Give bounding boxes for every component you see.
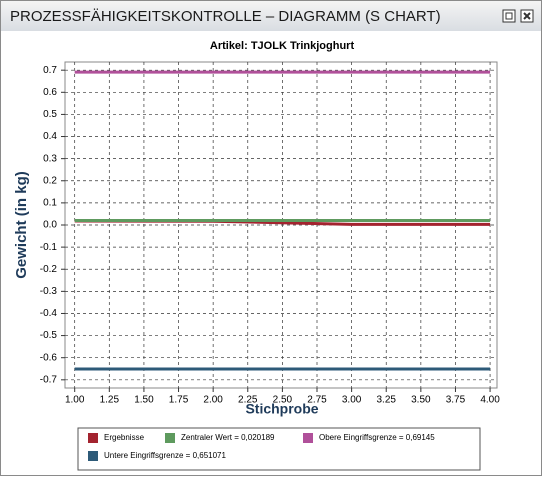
x-tick-label: 1.25 [100,395,120,406]
y-tick-label: 0.1 [43,198,57,209]
restore-button[interactable] [502,9,516,23]
close-button[interactable] [520,9,534,23]
y-tick-label: 0.6 [43,87,57,98]
y-axis-label: Gewicht (in kg) [13,171,30,279]
y-tick-label: 0.3 [43,153,57,164]
x-tick-label: 3.00 [342,395,362,406]
x-tick-label: 3.25 [376,395,396,406]
y-tick-label: -0.7 [40,374,58,385]
y-tick-label: -0.6 [40,352,58,363]
y-tick-label: 0.4 [43,131,57,142]
legend-swatch [88,433,98,443]
x-tick-label: 2.25 [238,395,258,406]
y-tick-label: 0.2 [43,175,57,186]
y-tick-label: -0.1 [40,242,58,253]
y-tick-label: 0.5 [43,109,57,120]
legend-swatch [88,451,98,461]
x-tick-label: 3.50 [411,395,431,406]
window-title: PROZESSFÄHIGKEITSKONTROLLE – DIAGRAMM (S… [10,8,441,25]
x-tick-label: 1.00 [65,395,85,406]
legend-label: Ergebnisse [104,433,145,442]
y-tick-label: -0.2 [40,264,58,275]
legend [77,427,481,471]
y-tick-label: -0.5 [40,330,58,341]
chart-title: Artikel: TJOLK Trinkjoghurt [210,40,355,52]
x-tick-label: 3.75 [446,395,466,406]
x-tick-label: 1.50 [134,395,154,406]
legend-label: Zentraler Wert = 0,020189 [181,433,275,442]
legend-swatch [165,433,175,443]
x-tick-label: 1.75 [169,395,189,406]
legend-label: Untere Eingriffsgrenze = 0,651071 [104,451,226,460]
y-tick-label: -0.4 [40,308,58,319]
x-tick-label: 2.50 [273,395,293,406]
x-tick-label: 4.00 [480,395,500,406]
x-tick-label: 2.75 [307,395,327,406]
y-tick-label: 0.7 [43,65,57,76]
y-tick-label: -0.3 [40,286,58,297]
x-tick-label: 2.00 [203,395,223,406]
legend-label: Obere Eingriffsgrenze = 0,69145 [319,433,435,442]
title-bar [1,1,541,31]
x-axis-label: Stichprobe [245,401,318,417]
y-tick-label: 0.0 [43,220,57,231]
legend-swatch [303,433,313,443]
